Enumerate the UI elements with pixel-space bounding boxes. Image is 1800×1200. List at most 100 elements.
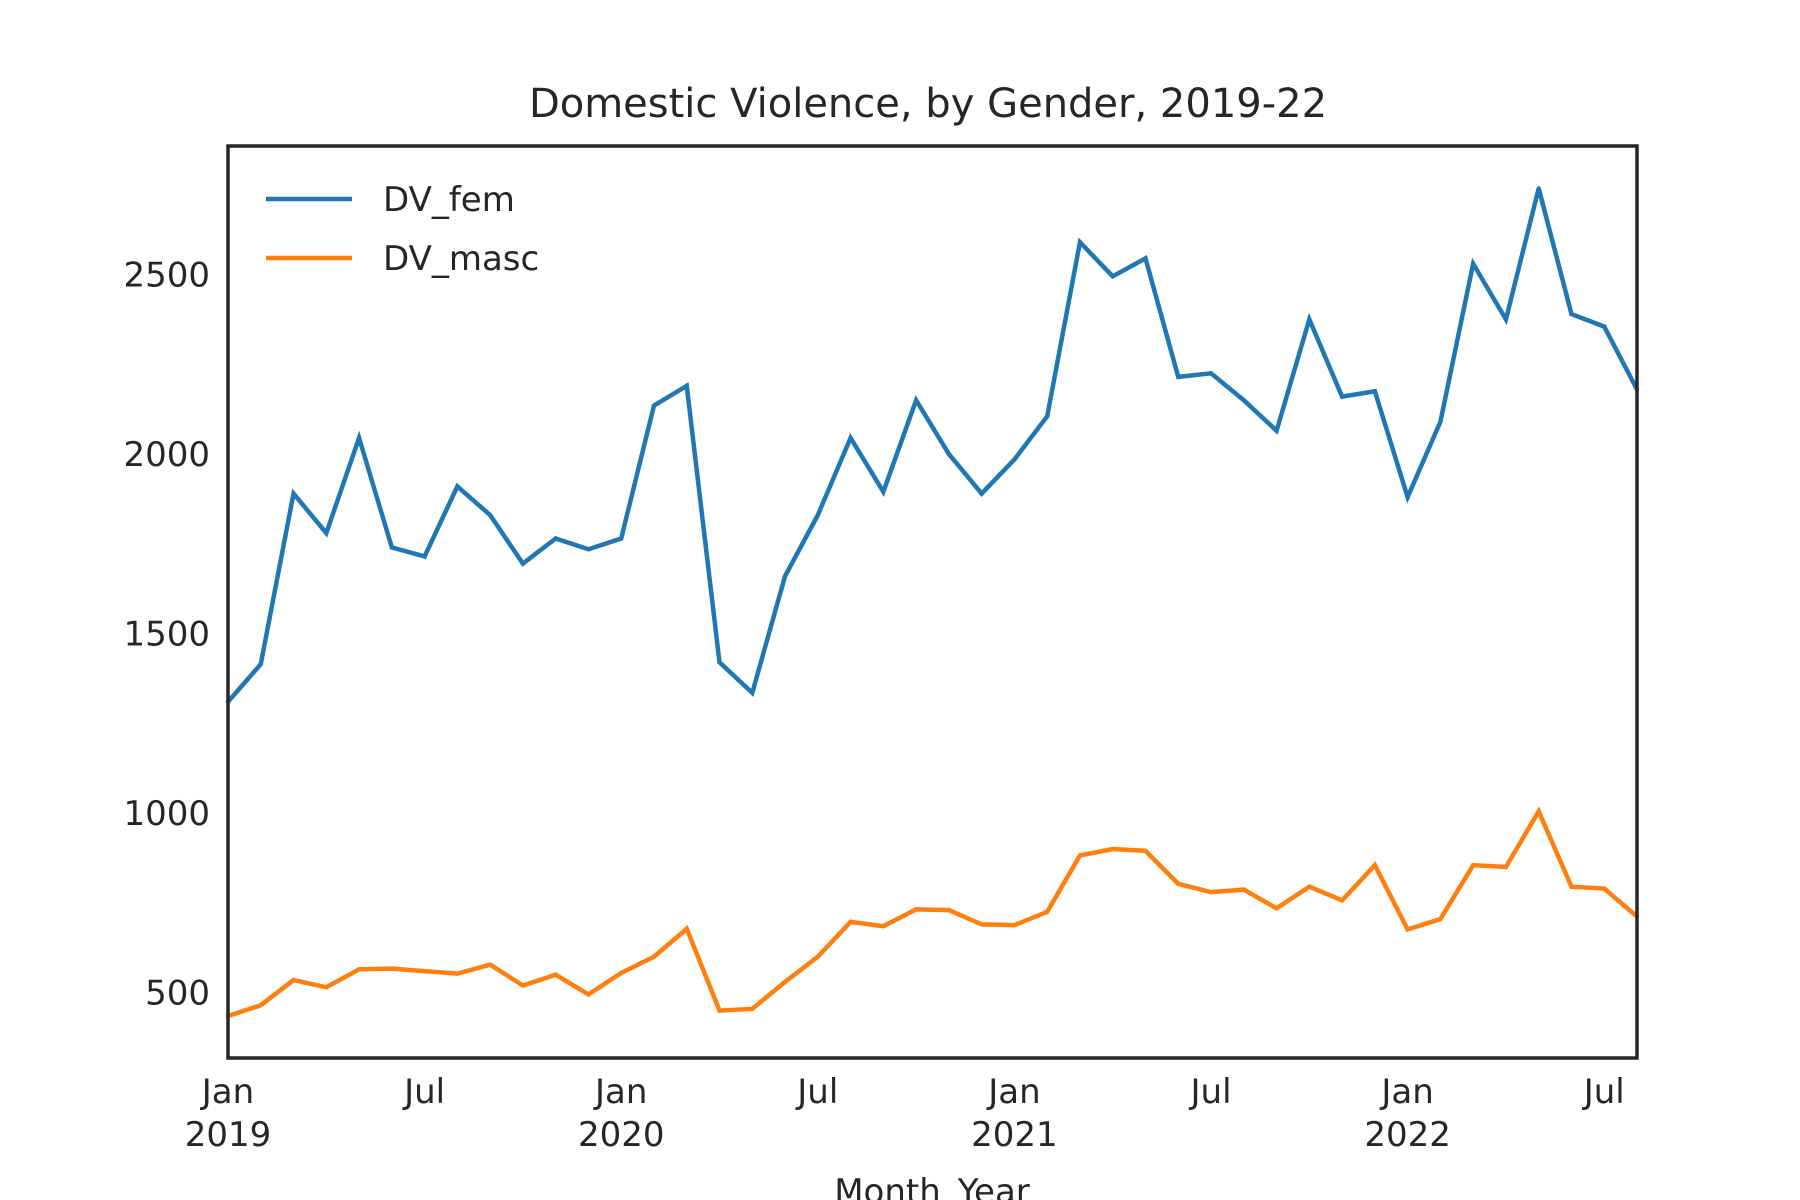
data-point-dv-masc bbox=[356, 967, 362, 972]
data-point-dv-fem bbox=[389, 545, 395, 550]
y-tick-label: 2000 bbox=[123, 435, 210, 475]
x-tick-year-label: 2022 bbox=[1364, 1115, 1451, 1155]
data-point-dv-masc bbox=[291, 977, 296, 983]
data-point-dv-masc bbox=[1143, 848, 1148, 854]
data-point-dv-masc bbox=[586, 992, 591, 997]
data-point-dv-fem bbox=[586, 547, 591, 552]
data-point-dv-fem bbox=[717, 660, 722, 665]
data-point-dv-masc bbox=[1569, 884, 1574, 889]
data-point-dv-fem bbox=[258, 661, 263, 667]
data-point-dv-fem bbox=[1307, 317, 1312, 322]
data-point-dv-fem bbox=[913, 398, 919, 403]
data-point-dv-fem bbox=[1536, 186, 1541, 191]
x-tick-label: Jul bbox=[402, 1072, 445, 1112]
data-point-dv-fem bbox=[1012, 457, 1017, 462]
data-point-dv-masc bbox=[389, 966, 395, 971]
data-point-dv-fem bbox=[651, 403, 657, 408]
y-tick-label: 2500 bbox=[123, 256, 210, 296]
legend: DV_fem DV_masc bbox=[266, 180, 539, 279]
data-point-dv-fem bbox=[619, 536, 624, 541]
data-point-dv-fem bbox=[979, 491, 984, 496]
data-point-dv-fem bbox=[1438, 419, 1443, 424]
series-points-dv-masc bbox=[225, 809, 1640, 1019]
series-line-dv-masc bbox=[227, 806, 1639, 1019]
data-point-dv-fem bbox=[782, 573, 788, 579]
data-point-dv-masc bbox=[848, 919, 853, 925]
data-point-dv-fem bbox=[553, 536, 558, 541]
data-point-dv-fem bbox=[1143, 256, 1148, 261]
x-tick-label: Jul bbox=[795, 1072, 838, 1112]
data-point-dv-fem bbox=[1208, 371, 1214, 376]
data-point-dv-masc bbox=[1536, 809, 1541, 814]
data-point-dv-fem bbox=[1241, 398, 1246, 403]
data-point-dv-fem bbox=[1569, 311, 1574, 317]
data-point-dv-fem bbox=[1405, 494, 1410, 500]
y-tick-label: 1500 bbox=[123, 615, 210, 655]
data-point-dv-masc bbox=[1077, 853, 1083, 858]
data-point-dv-masc bbox=[520, 983, 526, 988]
series-layer bbox=[225, 186, 1640, 1019]
data-point-dv-masc bbox=[1176, 881, 1181, 887]
data-point-dv-masc bbox=[782, 979, 788, 985]
data-point-dv-fem bbox=[324, 530, 329, 536]
data-point-dv-masc bbox=[1470, 862, 1476, 868]
data-point-dv-masc bbox=[1339, 898, 1345, 903]
x-tick-label: Jan bbox=[200, 1072, 254, 1112]
data-point-dv-fem bbox=[881, 489, 886, 494]
x-tick-label: Jan bbox=[986, 1072, 1040, 1112]
data-point-dv-masc bbox=[881, 924, 886, 929]
data-point-dv-fem bbox=[1503, 317, 1509, 322]
data-point-dv-masc bbox=[1110, 846, 1115, 852]
data-point-dv-masc bbox=[1602, 886, 1607, 891]
data-point-dv-masc bbox=[258, 1003, 263, 1008]
x-tick-label: Jan bbox=[1379, 1072, 1433, 1112]
data-point-dv-fem bbox=[1602, 324, 1607, 329]
x-axis-label: Month_Year bbox=[834, 1172, 1030, 1200]
data-point-dv-masc bbox=[1372, 862, 1378, 868]
data-point-dv-fem bbox=[1044, 414, 1050, 419]
data-point-dv-fem bbox=[291, 491, 296, 496]
data-point-dv-fem bbox=[1110, 274, 1115, 279]
y-axis: 500 1000 1500 2000 2500 bbox=[123, 256, 210, 1014]
data-point-dv-masc bbox=[684, 926, 689, 931]
data-point-dv-masc bbox=[750, 1006, 755, 1012]
legend-item: DV_masc bbox=[266, 239, 539, 279]
data-point-dv-masc bbox=[1012, 922, 1017, 928]
data-point-dv-fem bbox=[684, 383, 689, 389]
data-point-dv-masc bbox=[487, 962, 493, 967]
data-point-dv-masc bbox=[1307, 884, 1312, 889]
data-point-dv-fem bbox=[422, 554, 427, 559]
data-point-dv-masc bbox=[1405, 927, 1410, 932]
data-point-dv-fem bbox=[520, 561, 526, 566]
data-point-dv-masc bbox=[1208, 889, 1214, 895]
data-point-dv-masc bbox=[1438, 916, 1443, 922]
data-point-dv-fem bbox=[1077, 240, 1083, 245]
data-point-dv-masc bbox=[619, 970, 624, 976]
data-point-dv-masc bbox=[913, 907, 919, 912]
data-point-dv-masc bbox=[815, 954, 821, 959]
data-point-dv-fem bbox=[1339, 394, 1345, 399]
x-tick-year-label: 2020 bbox=[578, 1115, 665, 1155]
x-tick-year-label: 2019 bbox=[185, 1115, 272, 1155]
data-point-dv-masc bbox=[1044, 909, 1050, 915]
data-point-dv-masc bbox=[422, 968, 427, 974]
data-point-dv-masc bbox=[455, 971, 460, 976]
data-point-dv-masc bbox=[651, 954, 657, 959]
series-line-dv-fem bbox=[226, 187, 1639, 704]
data-point-dv-masc bbox=[1503, 864, 1509, 870]
plot-frame bbox=[226, 144, 1639, 1060]
chart-title: Domestic Violence, by Gender, 2019-22 bbox=[529, 81, 1327, 127]
series-points-dv-fem bbox=[225, 186, 1640, 705]
x-tick-label: Jul bbox=[1189, 1072, 1232, 1112]
data-point-dv-masc bbox=[1241, 887, 1246, 892]
data-point-dv-fem bbox=[455, 484, 460, 489]
x-tick-year-label: 2021 bbox=[971, 1115, 1058, 1155]
data-point-dv-fem bbox=[356, 435, 362, 441]
data-point-dv-fem bbox=[750, 690, 755, 696]
data-point-dv-fem bbox=[815, 512, 821, 518]
x-tick-label: Jul bbox=[1582, 1072, 1625, 1112]
data-point-dv-fem bbox=[487, 512, 493, 518]
